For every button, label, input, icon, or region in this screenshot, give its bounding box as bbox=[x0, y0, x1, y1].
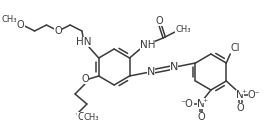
Text: N: N bbox=[147, 67, 155, 77]
Text: N: N bbox=[197, 99, 205, 109]
Text: N: N bbox=[236, 90, 244, 100]
Text: +: + bbox=[241, 89, 246, 94]
Text: O⁻: O⁻ bbox=[248, 90, 260, 100]
Text: O: O bbox=[197, 112, 205, 122]
Text: O: O bbox=[77, 112, 85, 122]
Text: CH₃: CH₃ bbox=[1, 15, 17, 24]
Text: O: O bbox=[155, 16, 163, 26]
Text: CH₃: CH₃ bbox=[175, 26, 191, 34]
Text: NH: NH bbox=[139, 40, 155, 50]
Text: O: O bbox=[236, 103, 244, 113]
Text: N: N bbox=[169, 62, 178, 72]
Text: HN: HN bbox=[76, 37, 92, 47]
Text: O: O bbox=[17, 20, 25, 30]
Text: Cl: Cl bbox=[230, 43, 240, 53]
Text: O: O bbox=[81, 74, 89, 84]
Text: CH₃: CH₃ bbox=[83, 113, 99, 121]
Text: ⁻O: ⁻O bbox=[181, 99, 193, 109]
Text: O: O bbox=[54, 26, 62, 36]
Text: +: + bbox=[202, 98, 207, 103]
